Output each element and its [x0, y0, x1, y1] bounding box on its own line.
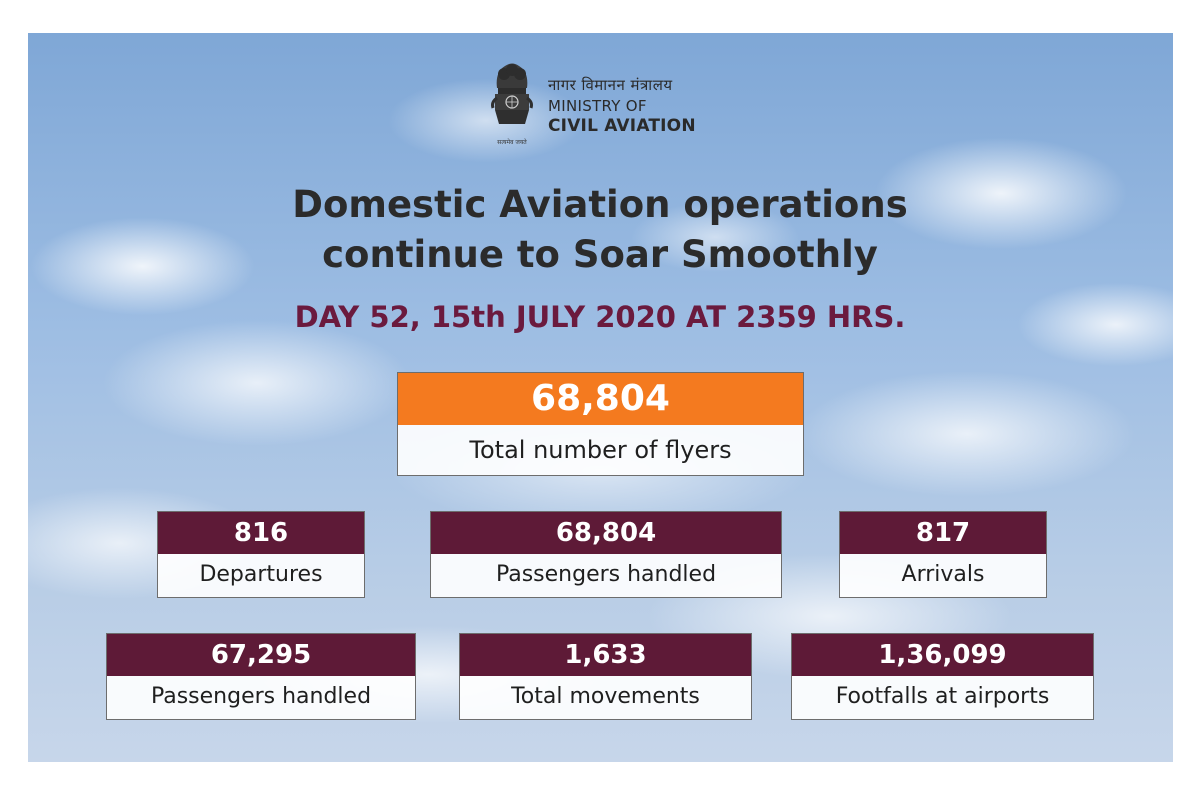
emblem-motto: सत्यमेव जयते	[497, 139, 527, 146]
ministry-logo-text: नागर विमानन मंत्रालय MINISTRY OF CIVIL A…	[548, 75, 696, 137]
headline-line2: continue to Soar Smoothly	[322, 233, 878, 276]
passengers-handled-value-1: 68,804	[431, 512, 781, 554]
ministry-name-line2: CIVIL AVIATION	[548, 116, 696, 136]
passengers-handled-label-2: Passengers handled	[150, 684, 372, 709]
page-headline: Domestic Aviation operations continue to…	[0, 180, 1200, 280]
passengers-handled-card-2: 67,295 Passengers handled	[106, 633, 416, 720]
total-flyers-label: Total number of flyers	[469, 436, 732, 464]
headline-line1: Domestic Aviation operations	[292, 183, 908, 226]
total-movements-label: Total movements	[511, 684, 700, 709]
arrivals-value: 817	[840, 512, 1046, 554]
total-movements-card: 1,633 Total movements	[459, 633, 752, 720]
footfalls-label: Footfalls at airports	[835, 684, 1050, 709]
ministry-hindi-name: नागर विमानन मंत्रालय	[548, 76, 673, 94]
arrivals-label: Arrivals	[901, 562, 985, 587]
departures-card: 816 Departures	[157, 511, 365, 598]
total-flyers-value: 68,804	[398, 373, 803, 425]
departures-value: 816	[158, 512, 364, 554]
date-time-line: DAY 52, 15th JULY 2020 AT 2359 HRS.	[294, 300, 906, 334]
footfalls-value: 1,36,099	[792, 634, 1093, 676]
footfalls-card: 1,36,099 Footfalls at airports	[791, 633, 1094, 720]
total-flyers-card: 68,804 Total number of flyers	[397, 372, 804, 476]
passengers-handled-label-1: Passengers handled	[495, 562, 717, 587]
passengers-handled-card-1: 68,804 Passengers handled	[430, 511, 782, 598]
departures-label: Departures	[199, 562, 323, 587]
passengers-handled-value-2: 67,295	[107, 634, 415, 676]
ministry-name-line1: MINISTRY OF	[548, 97, 647, 115]
national-emblem-icon: सत्यमेव जयते	[487, 58, 537, 152]
arrivals-card: 817 Arrivals	[839, 511, 1047, 598]
total-movements-value: 1,633	[460, 634, 751, 676]
